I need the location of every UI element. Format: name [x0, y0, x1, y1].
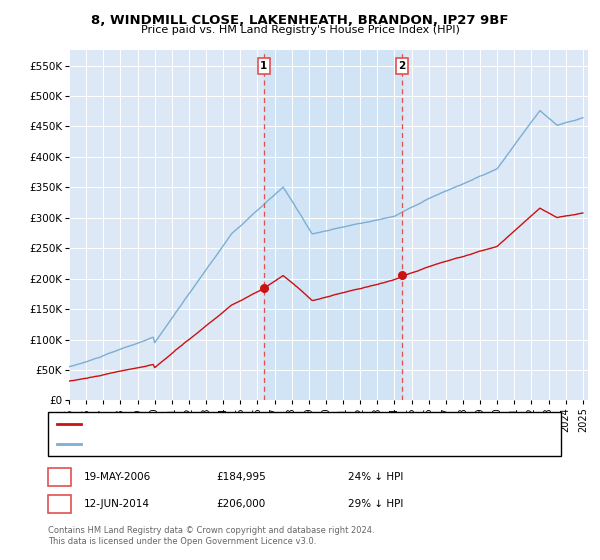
Text: 2: 2 [56, 499, 63, 509]
Text: 1: 1 [260, 61, 268, 71]
Text: £184,995: £184,995 [216, 472, 266, 482]
Text: 24% ↓ HPI: 24% ↓ HPI [348, 472, 403, 482]
Text: 2: 2 [398, 61, 406, 71]
Text: £206,000: £206,000 [216, 499, 265, 509]
Point [259, 283, 269, 292]
Text: HPI: Average price, detached house, West Suffolk: HPI: Average price, detached house, West… [87, 439, 328, 449]
Text: 8, WINDMILL CLOSE, LAKENHEATH, BRANDON, IP27 9BF (detached house): 8, WINDMILL CLOSE, LAKENHEATH, BRANDON, … [87, 419, 450, 429]
Bar [264, 50, 402, 400]
Text: 29% ↓ HPI: 29% ↓ HPI [348, 499, 403, 509]
Point [397, 270, 407, 279]
Text: 1: 1 [56, 472, 63, 482]
Text: 12-JUN-2014: 12-JUN-2014 [84, 499, 150, 509]
Text: 19-MAY-2006: 19-MAY-2006 [84, 472, 151, 482]
Text: 8, WINDMILL CLOSE, LAKENHEATH, BRANDON, IP27 9BF: 8, WINDMILL CLOSE, LAKENHEATH, BRANDON, … [91, 14, 509, 27]
Text: Contains HM Land Registry data © Crown copyright and database right 2024.
This d: Contains HM Land Registry data © Crown c… [48, 526, 374, 546]
Text: Price paid vs. HM Land Registry's House Price Index (HPI): Price paid vs. HM Land Registry's House … [140, 25, 460, 35]
